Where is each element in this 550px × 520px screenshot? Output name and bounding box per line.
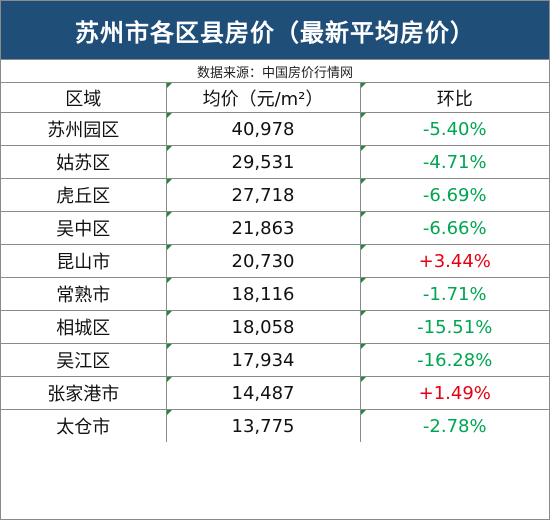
change-cell: -6.66%	[360, 211, 549, 245]
change-cell: -16.28%	[360, 343, 549, 377]
table-row: 昆山市 20,730 +3.44%	[1, 244, 549, 278]
table-title: 苏州市各区县房价（最新平均房价）	[1, 1, 549, 60]
change-cell: -15.51%	[360, 310, 549, 344]
change-cell: -6.69%	[360, 178, 549, 212]
district-cell: 姑苏区	[1, 145, 167, 179]
cell-marker-icon	[360, 146, 366, 151]
cell-marker-icon	[360, 377, 366, 382]
district-cell: 吴江区	[1, 343, 167, 377]
cell-marker-icon	[360, 410, 366, 415]
table-row: 相城区 18,058 -15.51%	[1, 310, 549, 344]
table-row: 吴中区 21,863 -6.66%	[1, 211, 549, 245]
table-row: 常熟市 18,116 -1.71%	[1, 277, 549, 311]
price-cell: 20,730	[166, 244, 361, 278]
change-cell: -2.78%	[360, 410, 549, 443]
cell-marker-icon	[166, 83, 172, 88]
cell-marker-icon	[166, 344, 172, 349]
table-row: 吴江区 17,934 -16.28%	[1, 343, 549, 377]
price-cell: 29,531	[166, 145, 361, 179]
column-header-district: 区域	[1, 83, 167, 113]
cell-marker-icon	[360, 278, 366, 283]
cell-marker-icon	[166, 179, 172, 184]
change-cell: -5.40%	[360, 112, 549, 146]
cell-marker-icon	[166, 377, 172, 382]
cell-marker-icon	[166, 212, 172, 217]
data-source-note: 数据来源：中国房价行情网	[1, 60, 549, 83]
price-cell: 14,487	[166, 376, 361, 410]
price-cell: 18,116	[166, 277, 361, 311]
cell-marker-icon	[166, 311, 172, 316]
table-row: 姑苏区 29,531 -4.71%	[1, 145, 549, 179]
change-cell: -4.71%	[360, 145, 549, 179]
price-cell: 18,058	[166, 310, 361, 344]
table-row: 虎丘区 27,718 -6.69%	[1, 178, 549, 212]
district-cell: 张家港市	[1, 376, 167, 410]
price-cell: 27,718	[166, 178, 361, 212]
cell-marker-icon	[360, 245, 366, 250]
header-row: 区域 均价（元/m²） 环比	[1, 83, 549, 113]
column-header-price: 均价（元/m²）	[166, 83, 361, 113]
cell-marker-icon	[166, 278, 172, 283]
cell-marker-icon	[166, 410, 172, 415]
price-cell: 21,863	[166, 211, 361, 245]
change-cell: +1.49%	[360, 376, 549, 410]
cell-marker-icon	[360, 212, 366, 217]
cell-marker-icon	[166, 146, 172, 151]
table-row: 苏州园区 40,978 -5.40%	[1, 112, 549, 146]
cell-marker-icon	[360, 344, 366, 349]
district-cell: 昆山市	[1, 244, 167, 278]
cell-marker-icon	[166, 245, 172, 250]
table-row: 张家港市 14,487 +1.49%	[1, 376, 549, 410]
cell-marker-icon	[360, 113, 366, 118]
price-cell: 17,934	[166, 343, 361, 377]
cell-marker-icon	[360, 179, 366, 184]
cell-marker-icon	[360, 83, 366, 88]
district-cell: 常熟市	[1, 277, 167, 311]
district-cell: 虎丘区	[1, 178, 167, 212]
price-cell: 13,775	[166, 409, 361, 442]
price-cell: 40,978	[166, 112, 361, 146]
change-cell: +3.44%	[360, 244, 549, 278]
district-cell: 苏州园区	[1, 112, 167, 146]
price-table: 区域 均价（元/m²） 环比 苏州园区 40,978 -5.40% 姑苏区 29…	[1, 83, 549, 442]
cell-marker-icon	[166, 113, 172, 118]
district-cell: 吴中区	[1, 211, 167, 245]
district-cell: 相城区	[1, 310, 167, 344]
table-row: 太仓市 13,775 -2.78%	[1, 409, 549, 443]
district-cell: 太仓市	[1, 409, 167, 442]
cell-marker-icon	[360, 311, 366, 316]
column-header-change: 环比	[360, 83, 549, 113]
change-cell: -1.71%	[360, 277, 549, 311]
